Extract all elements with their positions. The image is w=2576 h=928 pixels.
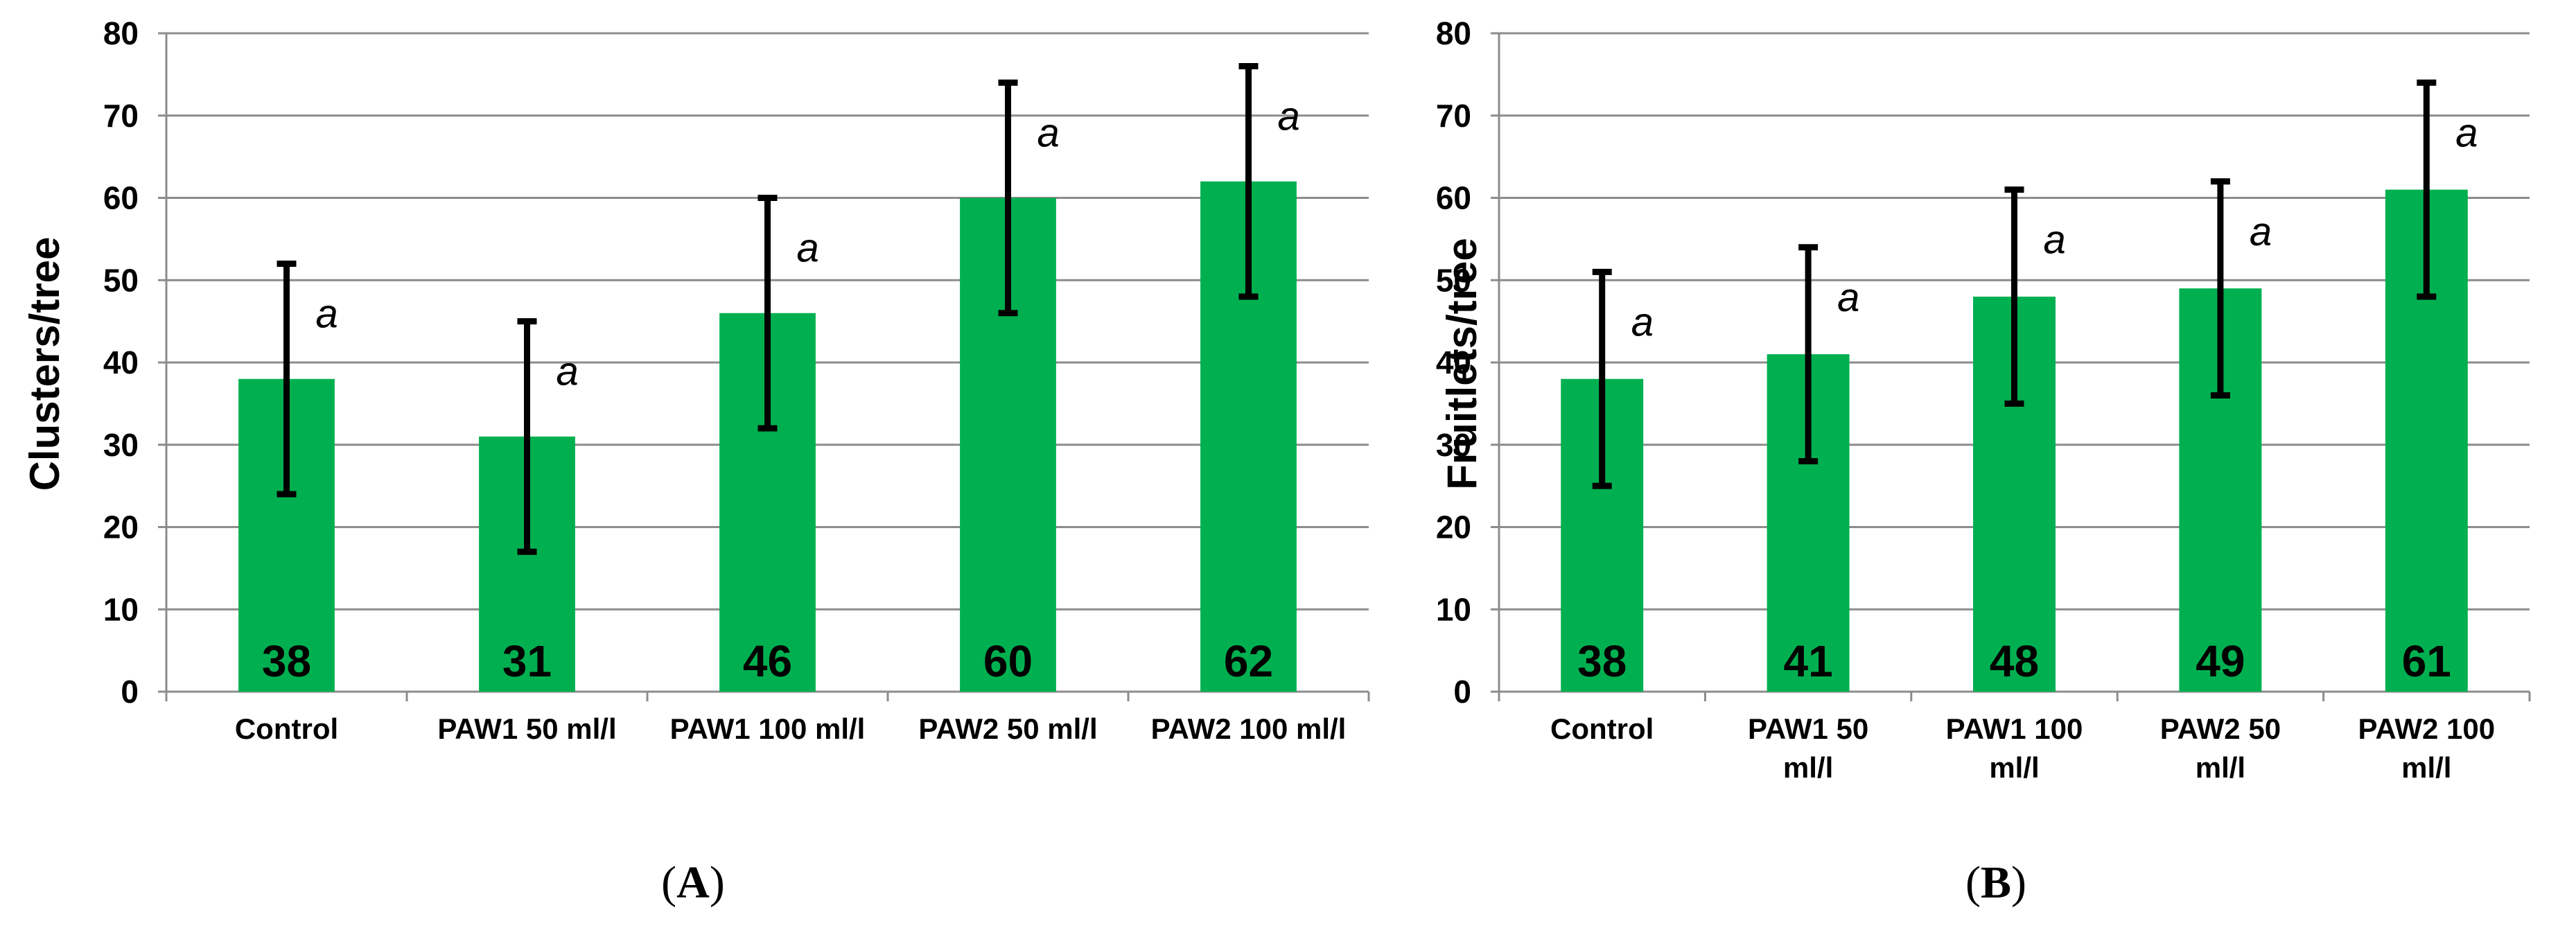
panel-a-category-label: PAW2 50 ml/l: [918, 712, 1097, 745]
panel-b-y-tick-label: 0: [1453, 674, 1471, 710]
panel-a-data-label: 46: [743, 636, 792, 686]
panel-b-data-label: 49: [2196, 636, 2245, 686]
panel-a-data-label: 60: [983, 636, 1033, 686]
panel-a-y-tick-label: 20: [103, 509, 139, 545]
panel-b-category-label: PAW2 50: [2160, 712, 2281, 745]
panel-b-significance-label: a: [2044, 218, 2066, 263]
panel-a-y-axis-label: Clusters/tree: [21, 237, 68, 491]
panel-a-y-tick-label: 80: [103, 15, 139, 51]
panel-a-category-label: PAW1 50 ml/l: [437, 712, 616, 745]
panel-b-category-label: PAW2 100: [2358, 712, 2495, 745]
panel-a-significance-label: a: [316, 292, 338, 337]
panel-a-data-label: 62: [1224, 636, 1273, 686]
panel-label-a: (A): [661, 857, 725, 908]
panel-b-category-label: ml/l: [2401, 751, 2451, 784]
panel-b-significance-label: a: [2455, 110, 2478, 155]
panel-a-significance-label: a: [797, 226, 819, 271]
panel-b-category-label: ml/l: [1989, 751, 2039, 784]
panel-b-y-tick-label: 40: [1436, 344, 1471, 380]
panel-b-y-axis-label: Fruitlets/tree: [1439, 238, 1485, 489]
panel-b-significance-label: a: [1631, 299, 1654, 344]
panel-b-category-label: ml/l: [1783, 751, 1833, 784]
panel-b-data-label: 48: [1990, 636, 2039, 686]
panel-b-significance-label: a: [1837, 275, 1859, 320]
panel-a-y-tick-label: 40: [103, 344, 139, 380]
panel-a-significance-label: a: [1278, 94, 1300, 139]
panel-a-data-label: 38: [262, 636, 311, 686]
panel-a-y-tick-label: 30: [103, 427, 139, 463]
panel-b-y-tick-label: 60: [1436, 180, 1471, 216]
panel-a-significance-label: a: [557, 349, 579, 394]
panel-b-data-label: 38: [1577, 636, 1627, 686]
panel-a-data-label: 31: [502, 636, 552, 686]
panel-b-y-tick-label: 80: [1436, 15, 1471, 51]
panel-b-category-label: PAW1 100: [1946, 712, 2083, 745]
panel-a-y-tick-label: 0: [121, 674, 139, 710]
panel-b-y-tick-label: 70: [1436, 98, 1471, 134]
panel-a-y-tick-label: 70: [103, 98, 139, 134]
panel-a-y-tick-label: 10: [103, 591, 139, 627]
panel-a-category-label: PAW2 100 ml/l: [1151, 712, 1347, 745]
panel-b-category-label: Control: [1550, 712, 1654, 745]
panel-b-data-label: 41: [1784, 636, 1833, 686]
chart-panel-a: 0 10 20 30 40 50 60 70 80 Clusters/tree a 38 Control…: [21, 15, 1370, 745]
panel-label-b: (B): [1965, 857, 2026, 908]
panel-b-y-tick-label: 20: [1436, 509, 1471, 545]
panel-b-y-tick-label: 30: [1436, 427, 1471, 463]
chart-panel-b: 0 10 20 30 40 50 60 70 80 Fruitlets/tree a 38 Contro…: [1436, 15, 2531, 784]
panel-b-significance-label: a: [2250, 209, 2272, 254]
panel-b-category-label: PAW1 50: [1748, 712, 1868, 745]
panel-b-y-tick-label: 50: [1436, 262, 1471, 298]
panel-b-y-tick-label: 10: [1436, 591, 1471, 627]
panel-a-y-tick-label: 60: [103, 180, 139, 216]
panel-a-category-label: PAW1 100 ml/l: [670, 712, 866, 745]
panel-a-significance-label: a: [1037, 110, 1060, 155]
panel-b-data-label: 61: [2402, 636, 2451, 686]
panel-a-y-tick-label: 50: [103, 262, 139, 298]
panel-b-category-label: ml/l: [2196, 751, 2245, 784]
panel-a-category-label: Control: [235, 712, 338, 745]
